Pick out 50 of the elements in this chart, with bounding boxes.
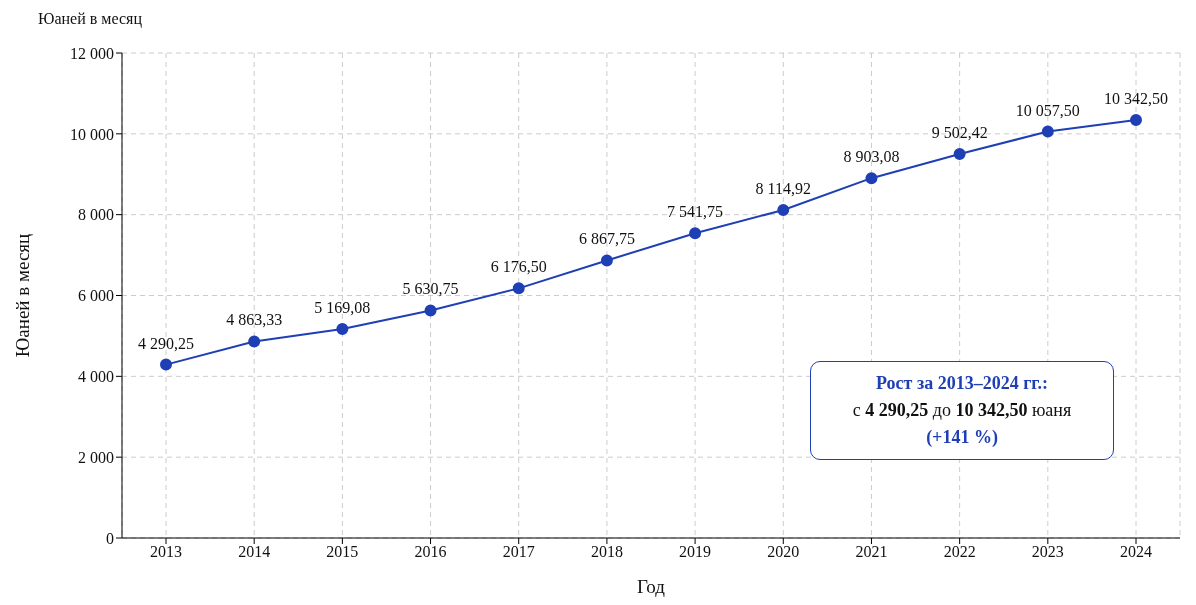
point bbox=[248, 335, 261, 348]
data-label: 4 290,25 bbox=[138, 334, 194, 352]
y-tick-label: 0 bbox=[106, 529, 114, 547]
point bbox=[160, 358, 172, 371]
point bbox=[1130, 113, 1142, 126]
point bbox=[336, 323, 349, 336]
point bbox=[1041, 125, 1054, 138]
point bbox=[689, 227, 702, 240]
x-tick-label: 2018 bbox=[590, 543, 623, 561]
point bbox=[865, 172, 878, 185]
data-label: 4 863,33 bbox=[226, 311, 283, 329]
y-tick-label: 2 000 bbox=[78, 448, 114, 466]
x-tick-label: 2014 bbox=[238, 543, 271, 561]
data-label: 7 541,75 bbox=[667, 203, 724, 221]
x-tick-label: 2023 bbox=[1031, 543, 1064, 561]
annotation: с 4 290,25 до 10 342,50 юаня bbox=[852, 400, 1072, 420]
data-label: 9 502,42 bbox=[931, 123, 988, 141]
x-tick-label: 2015 bbox=[326, 543, 359, 561]
point bbox=[953, 147, 966, 160]
x-tick-label: 2017 bbox=[502, 543, 535, 561]
x-tick-label: 2022 bbox=[943, 543, 976, 561]
data-label: 10 057,50 bbox=[1015, 101, 1080, 119]
point bbox=[600, 254, 613, 267]
data-label: 6 867,75 bbox=[578, 230, 635, 248]
y-tick-label: 12 000 bbox=[70, 44, 114, 62]
x-tick-label: 2019 bbox=[679, 543, 712, 561]
y-tick-label: 8 000 bbox=[78, 206, 114, 224]
point bbox=[424, 304, 437, 317]
data-label: 5 169,08 bbox=[314, 299, 371, 317]
point bbox=[777, 204, 790, 217]
annotation: Рост за 2013–2024 гг.: bbox=[875, 372, 1049, 395]
y-tick-label: 10 000 bbox=[70, 125, 114, 143]
x-tick-label: 2021 bbox=[855, 543, 888, 561]
data-label: 5 630,75 bbox=[402, 280, 459, 298]
chart-title: Юаней в месяц bbox=[38, 10, 142, 28]
data-label: 8 114,92 bbox=[755, 180, 811, 198]
x-tick-label: 2016 bbox=[414, 543, 447, 561]
y-tick-label: 6 000 bbox=[78, 287, 114, 305]
annotation: (+141 %) bbox=[925, 426, 999, 449]
x-tick-label: 2024 bbox=[1120, 543, 1152, 561]
x-axis-title: Год bbox=[637, 576, 666, 597]
x-tick-label: 2020 bbox=[767, 543, 800, 561]
data-label: 10 342,50 bbox=[1104, 89, 1168, 107]
point bbox=[512, 282, 525, 295]
y-tick-label: 4 000 bbox=[78, 368, 114, 386]
y-axis-title: Юаней в месяц bbox=[11, 233, 33, 358]
data-label: 8 903,08 bbox=[843, 148, 900, 166]
data-label: 6 176,50 bbox=[490, 258, 547, 276]
callout-box: Рост за 2013–2024 гг.: с 4 290,25 до 10 342,50 юаня (+141 %) bbox=[810, 361, 1114, 460]
x-tick-label: 2013 bbox=[150, 543, 182, 561]
